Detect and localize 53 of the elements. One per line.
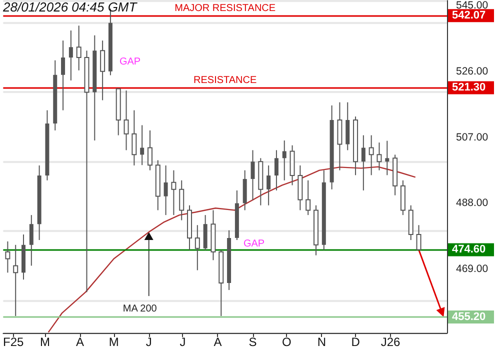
x-tick-label: J: [180, 335, 186, 349]
candlestick: [13, 244, 18, 316]
candlestick: [376, 142, 382, 171]
candlestick: [140, 124, 144, 166]
ref-line-label: RESISTANCE: [194, 75, 257, 86]
candlestick: [132, 110, 137, 166]
x-tick-label: N: [317, 335, 326, 349]
candlestick: [250, 150, 255, 201]
x-tick-label: D: [351, 335, 360, 349]
candlestick: [306, 180, 311, 216]
candlestick: [274, 150, 278, 191]
candlestick: [164, 164, 168, 216]
y-tick-label: 488.00: [456, 197, 488, 210]
y2-tick-label: 542.07: [452, 10, 486, 22]
y2-tick-label: 521.30: [452, 82, 486, 94]
x-tick-label: A: [76, 335, 84, 349]
candlestick: [179, 180, 184, 221]
candlestick: [147, 130, 152, 171]
annotation: 28/01/2026 04:45 GMT: [2, 0, 138, 14]
candlestick: [29, 214, 34, 266]
candlestick: [385, 140, 390, 176]
x-tick-label: S: [248, 335, 257, 349]
candlestick: [282, 140, 286, 181]
x-tick-label: F25: [2, 335, 24, 349]
x-tick-label: J26: [380, 335, 401, 349]
candlestick: [171, 170, 176, 216]
candlestick: [194, 224, 200, 271]
candlestick: [5, 240, 10, 274]
y2-tick-label: 455.20: [452, 311, 486, 324]
candlestick: [61, 40, 66, 111]
candlestick: [76, 25, 82, 71]
x-tick-label: J: [146, 335, 152, 349]
annotation: GAP: [119, 56, 141, 68]
candlestick: [368, 134, 374, 176]
y-tick-label: 545.00: [456, 0, 488, 12]
y-tick-label: 469.00: [456, 263, 488, 276]
x-tick-label: O: [282, 335, 292, 349]
candlestick: [100, 40, 106, 101]
y-tick-label: 526.00: [456, 65, 488, 78]
ref-line-label: MAJOR RESISTANCE: [174, 3, 276, 14]
x-tick-label: A: [214, 335, 222, 349]
annotation: GAP: [243, 238, 265, 250]
x-tick-label: M: [108, 335, 119, 349]
x-tick-label: M: [40, 335, 50, 349]
candlestick: [124, 90, 129, 151]
y2-tick-label: 474.60: [452, 244, 486, 256]
y-tick-label: 507.00: [456, 131, 488, 144]
candlestick: [68, 30, 73, 81]
candlestick: [361, 134, 366, 191]
annotation: MA 200: [122, 304, 158, 315]
candlestick: [266, 164, 271, 206]
candlestick: [416, 224, 422, 250]
line-series: [48, 166, 416, 333]
